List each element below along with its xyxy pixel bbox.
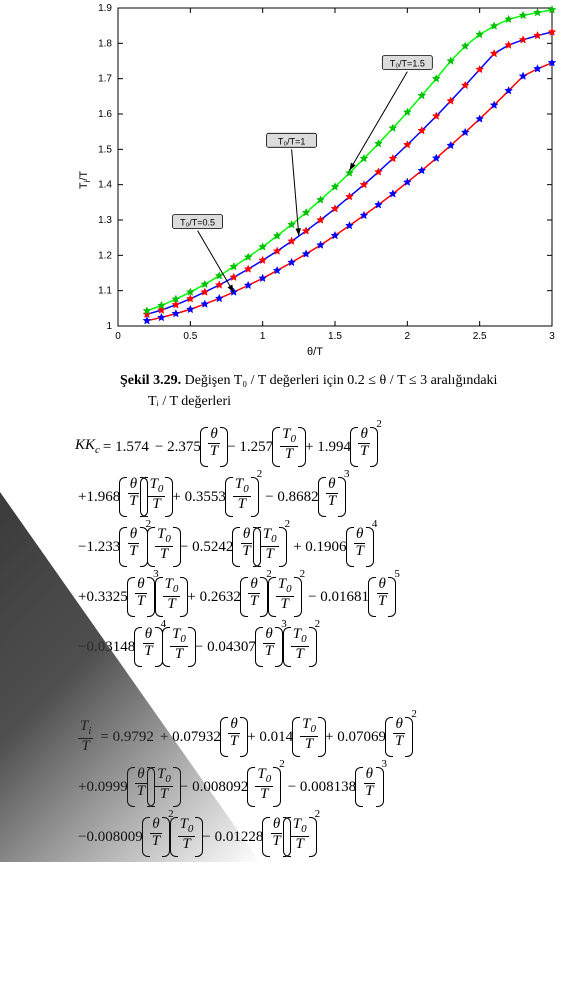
figure-caption: Şekil 3.29. Değişen T₀ / T değerleri içi… (120, 370, 560, 412)
formula-line: +0.3325θT3T0T+ 0.2632θT2T0T2− 0.01681θT5 (75, 572, 535, 622)
formula-line: −0.008009θT2T0T− 0.01228θTT0T2 (75, 812, 535, 862)
y-axis-label: Ti/T (78, 171, 92, 189)
svg-text:1.2: 1.2 (98, 250, 112, 261)
svg-text:2.5: 2.5 (473, 331, 487, 342)
svg-text:1: 1 (106, 321, 112, 332)
svg-text:2: 2 (405, 331, 411, 342)
caption-label: Şekil 3.29. (120, 373, 181, 388)
svg-text:1.8: 1.8 (98, 38, 112, 49)
svg-text:1.5: 1.5 (98, 144, 112, 155)
formula-kkc: KKc = 1.574− 2.375θT− 1.257T0T+ 1.994θT2… (75, 422, 535, 672)
formula-line: +0.0999θTT0T− 0.008092T0T2− 0.008138θT3 (75, 762, 535, 812)
chart-svg: 0 0.5 1 1.5 2 2.5 3 1 1.1 1.2 1.3 1.4 1.5 1.6 1.7 1.8 1.… (70, 0, 560, 360)
chart-region: 0 0.5 1 1.5 2 2.5 3 1 1.1 1.2 1.3 1.4 1.5 1.6 1.7 1.8 1.… (70, 0, 560, 360)
svg-text:1.6: 1.6 (98, 109, 112, 120)
caption-line1: Değişen T₀ / T değerleri için 0.2 ≤ θ / … (181, 373, 497, 388)
svg-text:T₀/T=0.5: T₀/T=0.5 (180, 218, 215, 228)
formula-line: KKc = 1.574− 2.375θT− 1.257T0T+ 1.994θT2 (75, 422, 535, 472)
svg-text:1.1: 1.1 (98, 286, 112, 297)
svg-text:1.5: 1.5 (328, 331, 342, 342)
svg-text:T₀/T=1: T₀/T=1 (278, 136, 306, 146)
svg-text:T₀/T=1.5: T₀/T=1.5 (390, 59, 425, 69)
caption-line2: Tᵢ / T değerleri (148, 394, 231, 409)
formula-ti: TiT = 0.9792+ 0.07932θT+ 0.014T0T+ 0.070… (75, 712, 535, 862)
svg-text:1.3: 1.3 (98, 215, 112, 226)
svg-text:1.4: 1.4 (98, 180, 112, 191)
page-root: 0 0.5 1 1.5 2 2.5 3 1 1.1 1.2 1.3 1.4 1.5 1.6 1.7 1.8 1.… (0, 0, 585, 862)
formula-line: −0.03148θT4T0T− 0.04307θT3T0T2 (75, 622, 535, 672)
svg-text:3: 3 (549, 331, 555, 342)
svg-text:1.7: 1.7 (98, 74, 112, 85)
formula-line: +1.968θTT0T+ 0.3553T0T2− 0.8682θT3 (75, 472, 535, 522)
x-axis-label: θ/T (307, 346, 323, 358)
svg-text:1: 1 (260, 331, 266, 342)
svg-text:0.5: 0.5 (183, 331, 197, 342)
svg-text:0: 0 (115, 331, 121, 342)
formula-line: −1.233θT2T0T− 0.5242θTT0T2+ 0.1906θT4 (75, 522, 535, 572)
formula-line: TiT = 0.9792+ 0.07932θT+ 0.014T0T+ 0.070… (75, 712, 535, 762)
svg-text:1.9: 1.9 (98, 3, 112, 14)
